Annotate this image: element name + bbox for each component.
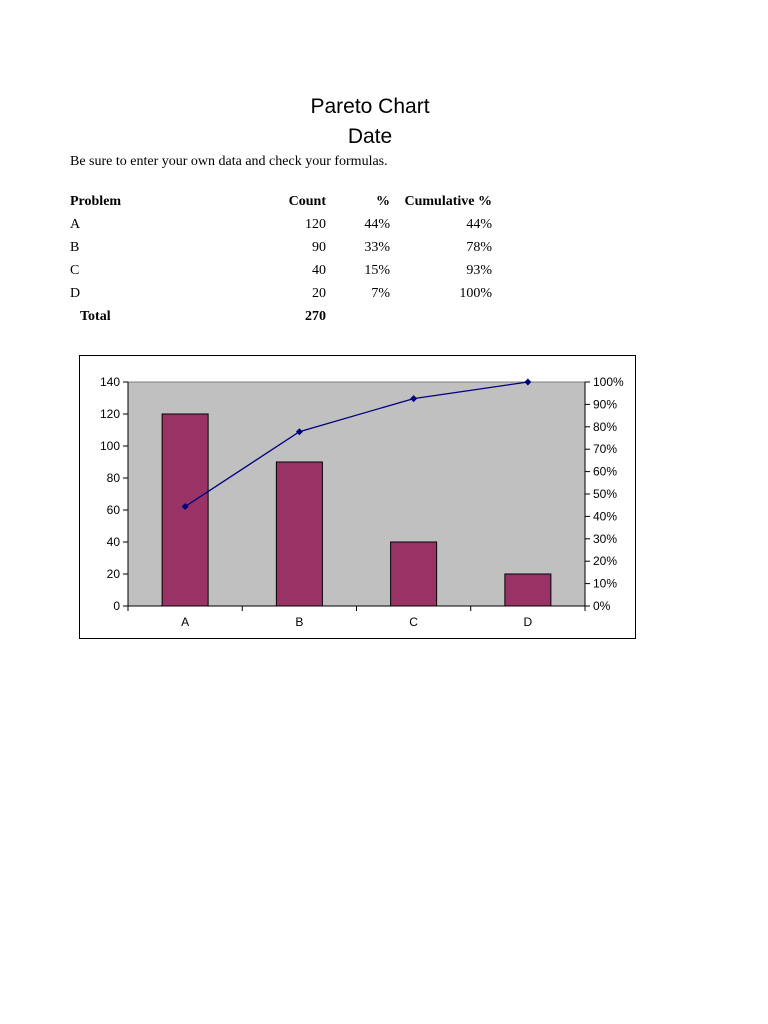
header-problem: Problem: [70, 193, 122, 209]
x-axis-tick-label: D: [524, 615, 533, 629]
page-subtitle: Date: [347, 125, 393, 148]
left-axis-tick-label: 80: [107, 471, 121, 485]
left-axis-tick-label: 20: [107, 567, 121, 581]
header-count: Count: [288, 193, 326, 209]
right-axis-tick-label: 70%: [593, 442, 617, 456]
page-title: Pareto Chart: [310, 95, 430, 118]
header-cumulative: Cumulative %: [404, 193, 493, 209]
cumulative-point-C: [410, 395, 418, 403]
right-axis-tick-label: 80%: [593, 420, 617, 434]
cell-percent: 7%: [371, 285, 390, 301]
cell-problem: C: [70, 262, 80, 278]
bar-C: [390, 541, 438, 607]
cell-problem: D: [70, 285, 81, 301]
cell-cumulative: 78%: [466, 239, 492, 255]
right-axis-tick-label: 10%: [593, 577, 617, 591]
cell-cumulative: 93%: [466, 262, 492, 278]
right-axis-tick-label: 20%: [593, 554, 617, 568]
cell-problem: A: [70, 216, 81, 232]
left-axis-tick-label: 0: [113, 599, 120, 613]
cell-percent: 15%: [364, 262, 390, 278]
left-axis-tick-label: 140: [100, 375, 120, 389]
total-label: Total: [80, 308, 111, 324]
data-table: Problem Count % Cumulative % A 120 44% 4…: [68, 190, 494, 328]
cumulative-point-A: [181, 503, 189, 511]
cell-cumulative: 44%: [466, 216, 492, 232]
cell-percent: 44%: [364, 216, 390, 232]
x-axis-tick-label: B: [295, 615, 303, 629]
table-row: C 40 15% 93%: [68, 259, 494, 282]
cell-count: 90: [312, 239, 326, 255]
table-row: D 20 7% 100%: [68, 282, 494, 305]
cumulative-point-B: [295, 428, 303, 436]
table-row: A 120 44% 44%: [68, 213, 494, 236]
cell-problem: B: [70, 239, 80, 255]
left-axis-tick-label: 120: [100, 407, 120, 421]
right-axis-tick-label: 50%: [593, 487, 617, 501]
table-row: B 90 33% 78%: [68, 236, 494, 259]
left-axis-tick-label: 60: [107, 503, 121, 517]
cumulative-point-D: [524, 378, 532, 386]
bar-D: [504, 573, 552, 607]
left-axis-tick-label: 100: [100, 439, 120, 453]
cell-percent: 33%: [364, 239, 390, 255]
right-axis-tick-label: 60%: [593, 465, 617, 479]
x-axis-tick-label: A: [181, 615, 189, 629]
cumulative-line: [184, 381, 528, 508]
table-header-row: Problem Count % Cumulative %: [68, 190, 494, 213]
bar-B: [275, 461, 323, 607]
right-axis-tick-label: 40%: [593, 509, 617, 523]
right-axis-tick-label: 100%: [593, 375, 624, 389]
header-percent: %: [376, 193, 390, 209]
total-count: 270: [305, 308, 326, 324]
right-axis-tick-label: 30%: [593, 532, 617, 546]
cell-count: 120: [305, 216, 326, 232]
right-axis-tick-label: 0%: [593, 599, 611, 613]
left-axis-tick-label: 40: [107, 535, 121, 549]
right-axis-tick-label: 90%: [593, 397, 617, 411]
x-axis-tick-label: C: [409, 615, 418, 629]
cell-cumulative: 100%: [459, 285, 492, 301]
cell-count: 40: [312, 262, 326, 278]
cell-count: 20: [312, 285, 326, 301]
instruction-note: Be sure to enter your own data and check…: [70, 154, 388, 169]
table-total-row: Total 270: [68, 305, 494, 328]
pareto-chart: 0 20 40 60 80 100 120 140 0% 10% 20% 30% 40% 50% 60% 70…: [79, 355, 636, 639]
